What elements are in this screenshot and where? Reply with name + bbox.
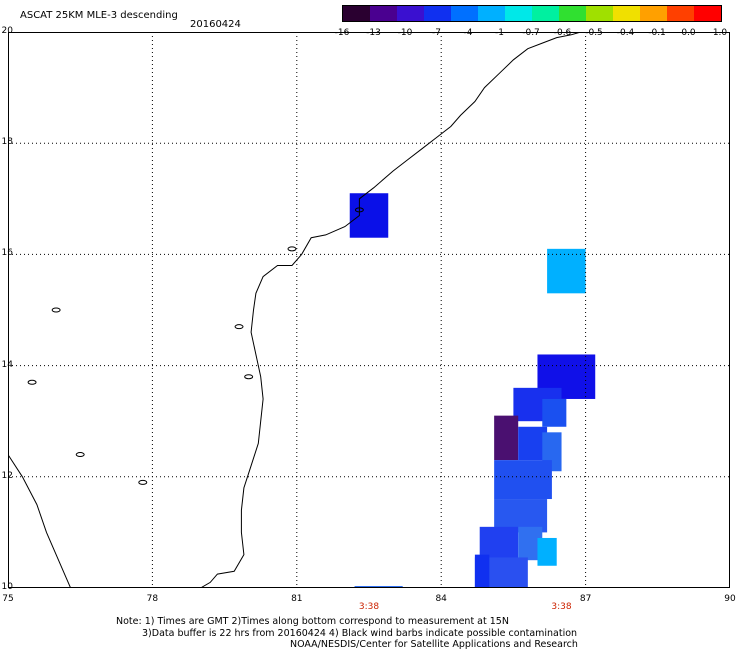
latitude-tick-label: 20 <box>1 26 13 36</box>
wind-data-cell <box>547 248 586 294</box>
color-scale-swatch <box>667 6 694 21</box>
map-panel <box>8 32 730 588</box>
color-scale-swatch <box>613 6 640 21</box>
inland-water-feature <box>51 307 61 313</box>
longitude-tick-label: 78 <box>146 594 159 604</box>
inland-water-feature <box>27 379 37 385</box>
color-scale-bar <box>342 5 722 22</box>
longitude-tick-label: 87 <box>579 594 592 604</box>
color-scale-swatch <box>370 6 397 21</box>
color-scale-swatch <box>451 6 478 21</box>
footer-note-2: 3)Data buffer is 22 hrs from 20160424 4)… <box>142 628 578 639</box>
latitude-tick-label: 14 <box>1 359 13 370</box>
inland-water-feature <box>287 246 297 252</box>
longitude-tick-label: 75 <box>2 594 14 604</box>
inland-water-feature <box>138 479 148 485</box>
coastline-southwest <box>8 454 72 588</box>
inland-water-feature <box>75 452 85 458</box>
wind-data-cell <box>537 537 557 566</box>
latitude-tick-label: 18 <box>1 137 13 148</box>
footer-note-1: Note: 1) Times are GMT 2)Times along bot… <box>116 616 509 627</box>
wind-data-cell <box>494 460 552 500</box>
wind-data-cell <box>349 193 389 238</box>
color-scale-swatch <box>532 6 559 21</box>
color-scale-swatch <box>559 6 586 21</box>
latitude-tick-label: 12 <box>1 470 13 481</box>
longitude-tick-label: 90 <box>724 594 736 604</box>
color-scale-swatch <box>343 6 370 21</box>
color-scale-swatch <box>478 6 505 21</box>
color-scale-swatch <box>640 6 667 21</box>
color-scale-swatch <box>694 6 721 21</box>
inland-water-feature <box>354 207 364 213</box>
color-scale-swatch <box>505 6 532 21</box>
coastline-east <box>200 32 581 588</box>
inland-water-feature <box>234 324 244 330</box>
footer-credit: NOAA/NESDIS/Center for Satellite Applica… <box>290 639 578 650</box>
pass-time-label: 3:38 <box>551 602 572 612</box>
wind-data-cell <box>542 398 567 427</box>
color-scale-swatch <box>586 6 613 21</box>
longitude-tick-label: 81 <box>291 594 303 604</box>
latitude-tick-label: 10 <box>1 582 13 592</box>
color-scale-swatch <box>397 6 424 21</box>
inland-water-feature <box>244 374 254 380</box>
chart-title: ASCAT 25KM MLE-3 descending <box>20 10 178 21</box>
wind-data-cell <box>474 554 490 588</box>
map-frame <box>8 32 730 588</box>
longitude-tick-label: 84 <box>435 594 447 604</box>
chart-date: 20160424 <box>190 19 241 30</box>
color-scale-swatch <box>424 6 451 21</box>
wind-data-cell <box>494 415 519 461</box>
pass-time-label: 3:38 <box>358 602 380 612</box>
latitude-tick-label: 16 <box>1 248 13 259</box>
